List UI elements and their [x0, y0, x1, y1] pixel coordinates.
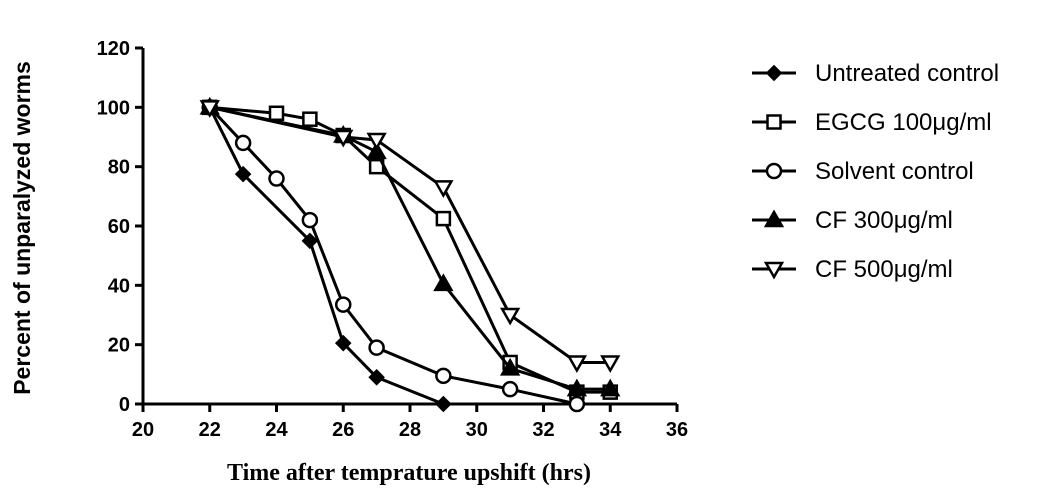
y-tick-label: 60: [108, 216, 130, 238]
data-point-cf-300-g-ml: [366, 141, 387, 160]
data-point-egcg-100-g-ml: [268, 105, 285, 122]
data-point-solvent-control: [268, 170, 285, 187]
legend: Untreated control EGCG 100μg/ml Solvent co…: [752, 60, 999, 283]
data-point-cf-500-g-ml: [433, 180, 454, 198]
legend-item-cf-300-g-ml: CF 300μg/ml: [752, 207, 953, 234]
data-point-cf-500-g-ml: [366, 132, 387, 151]
legend-label: CF 300μg/ml: [815, 207, 953, 234]
data-point-untreated-control: [234, 165, 252, 183]
x-tick-label: 28: [399, 419, 421, 441]
legend-marker-cf-300-g-ml: [763, 209, 785, 228]
series-untreated-control: [201, 99, 452, 413]
axes: [141, 48, 677, 406]
data-point-untreated-control: [334, 334, 352, 352]
data-point-egcg-100-g-ml: [435, 210, 452, 227]
data-point-cf-500-g-ml: [600, 355, 621, 373]
x-tick-label: 24: [265, 419, 288, 441]
y-tick-label: 20: [108, 335, 130, 357]
legend-marker-solvent-control: [765, 162, 783, 180]
series-solvent-control: [201, 99, 586, 413]
data-point-cf-500-g-ml: [499, 307, 521, 326]
x-tick-label: 36: [666, 419, 688, 441]
legend-label: CF 500μg/ml: [815, 256, 953, 283]
data-point-untreated-control: [301, 232, 319, 250]
series-line-untreated-control: [208, 106, 444, 406]
x-tick-label: 20: [132, 419, 154, 441]
series-egcg-100-g-ml: [202, 99, 618, 400]
y-axis-title: Percent of unparalyzed worms: [9, 61, 35, 395]
data-point-solvent-control: [234, 134, 252, 152]
data-point-solvent-control: [335, 296, 352, 313]
x-tick-label: 32: [532, 419, 554, 441]
x-axis-title: Time after temprature upshift (hrs): [227, 460, 591, 486]
data-point-cf-500-g-ml: [333, 129, 354, 148]
series-line-cf-500-g-ml: [209, 105, 611, 364]
x-tick-label: 22: [199, 419, 221, 441]
series-line-egcg-100-g-ml: [209, 105, 611, 394]
data-point-cf-300-g-ml: [600, 378, 621, 397]
x-tick-label: 26: [332, 419, 354, 441]
legend-label: Untreated control: [815, 60, 999, 87]
y-tick-label: 40: [108, 275, 130, 297]
data-point-solvent-control: [568, 395, 586, 413]
legend-item-solvent-control: Solvent control: [752, 158, 974, 185]
legend-marker-cf-500-g-ml: [763, 261, 785, 280]
legend-item-untreated-control: Untreated control: [752, 60, 999, 87]
series-layer: [199, 96, 621, 413]
legend-label: EGCG 100μg/ml: [815, 109, 992, 136]
series-line-cf-300-g-ml: [209, 105, 611, 391]
data-point-cf-300-g-ml: [499, 357, 521, 376]
legend-label: Solvent control: [815, 158, 974, 185]
legend-item-cf-500-g-ml: CF 500μg/ml: [752, 256, 953, 283]
legend-marker-egcg-100-g-ml: [766, 114, 782, 130]
y-tick-label: 80: [108, 157, 130, 179]
data-point-solvent-control: [435, 367, 452, 385]
data-point-solvent-control: [368, 339, 385, 356]
data-point-cf-300-g-ml: [433, 273, 454, 292]
data-point-untreated-control: [368, 369, 385, 386]
series-cf-500-g-ml: [199, 100, 621, 373]
x-tick-label: 30: [466, 419, 488, 441]
series-cf-300-g-ml: [199, 96, 621, 397]
legend-item-egcg-100-g-ml: EGCG 100μg/ml: [752, 109, 992, 136]
data-point-solvent-control: [501, 380, 519, 398]
x-tick-label: 34: [599, 419, 622, 441]
data-point-untreated-control: [435, 395, 452, 413]
y-tick-label: 0: [119, 394, 130, 416]
data-point-cf-500-g-ml: [566, 355, 588, 373]
data-point-cf-300-g-ml: [566, 378, 588, 397]
data-point-cf-500-g-ml: [199, 100, 220, 118]
data-point-egcg-100-g-ml: [302, 111, 318, 127]
data-point-solvent-control: [301, 211, 319, 229]
y-tick-label: 120: [97, 38, 130, 60]
y-tick-label: 100: [97, 97, 130, 119]
legend-marker-untreated-control: [765, 64, 783, 82]
